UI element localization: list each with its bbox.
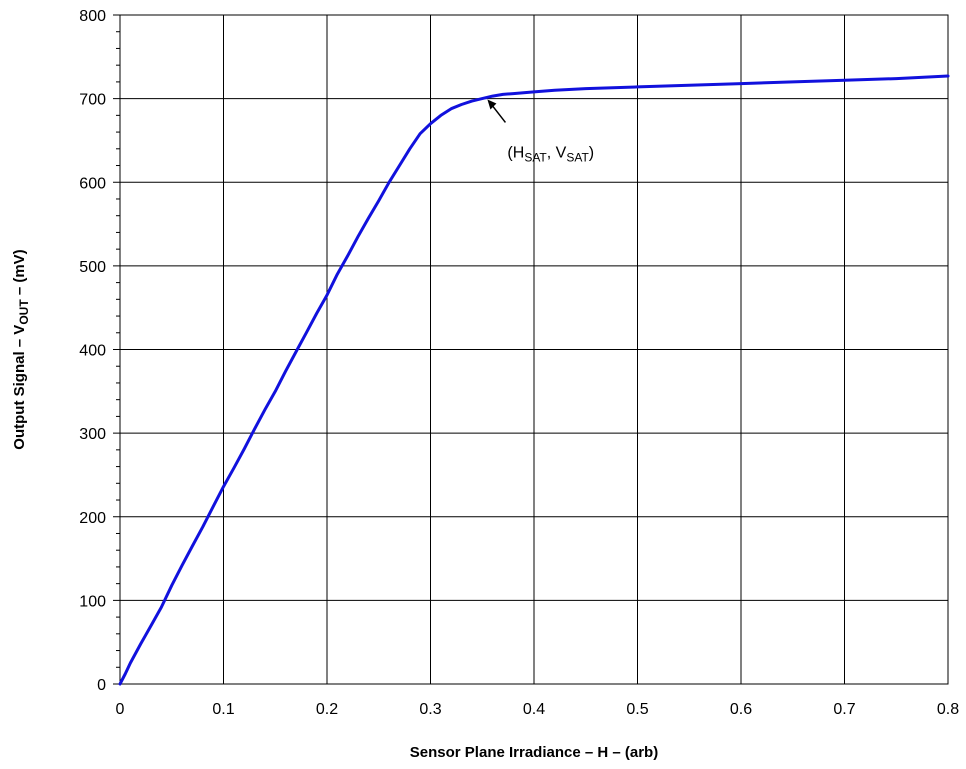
annotation-label: (HSAT, VSAT)	[507, 144, 594, 164]
annotation-subscript: SAT	[566, 150, 589, 164]
y-tick-label: 200	[79, 510, 106, 527]
x-tick-label: 0.4	[523, 701, 545, 718]
x-tick-label: 0.2	[316, 701, 338, 718]
y-axis-title-prefix: Output Signal – V	[11, 325, 28, 450]
saturation-annotation: (HSAT, VSAT)	[487, 99, 594, 164]
annotation-arrow-head	[487, 99, 497, 110]
y-axis-title-suffix: – (mV)	[11, 249, 28, 299]
x-tick-label: 0.8	[937, 701, 959, 718]
y-tick-labels: 0 100 200 300 400 500 600 700 800	[79, 8, 106, 694]
y-tick-label: 500	[79, 259, 106, 276]
x-tick-label: 0	[116, 701, 125, 718]
series-line	[118, 74, 950, 686]
y-axis-title: Output Signal – VOUT – (mV)	[11, 249, 31, 449]
y-tick-label: 300	[79, 426, 106, 443]
series-group	[118, 74, 950, 686]
y-axis-title-subscript: OUT	[17, 299, 31, 325]
x-tick-label: 0.6	[730, 701, 752, 718]
y-tick-label: 600	[79, 175, 106, 192]
y-tick-label: 800	[79, 8, 106, 25]
x-tick-label: 0.3	[419, 701, 441, 718]
y-tick-label: 0	[97, 677, 106, 694]
y-tick-label: 700	[79, 92, 106, 109]
annotation-subscript: SAT	[524, 150, 547, 164]
x-tick-labels: 0 0.1 0.2 0.3 0.4 0.5 0.6 0.7 0.8	[116, 701, 960, 718]
annotation-arrow-shaft	[490, 104, 507, 123]
annotation-text: )	[589, 144, 594, 161]
x-tick-label: 0.1	[212, 701, 234, 718]
y-tick-label: 100	[79, 593, 106, 610]
x-tick-label: 0.5	[626, 701, 648, 718]
plot-frame	[119, 14, 949, 685]
annotation-text: (H	[507, 144, 524, 161]
x-axis-title: Sensor Plane Irradiance – H – (arb)	[410, 744, 658, 761]
y-minor-ticks	[113, 14, 120, 685]
y-tick-label: 400	[79, 343, 106, 360]
annotation-text: , V	[547, 144, 567, 161]
x-tick-label: 0.7	[833, 701, 855, 718]
